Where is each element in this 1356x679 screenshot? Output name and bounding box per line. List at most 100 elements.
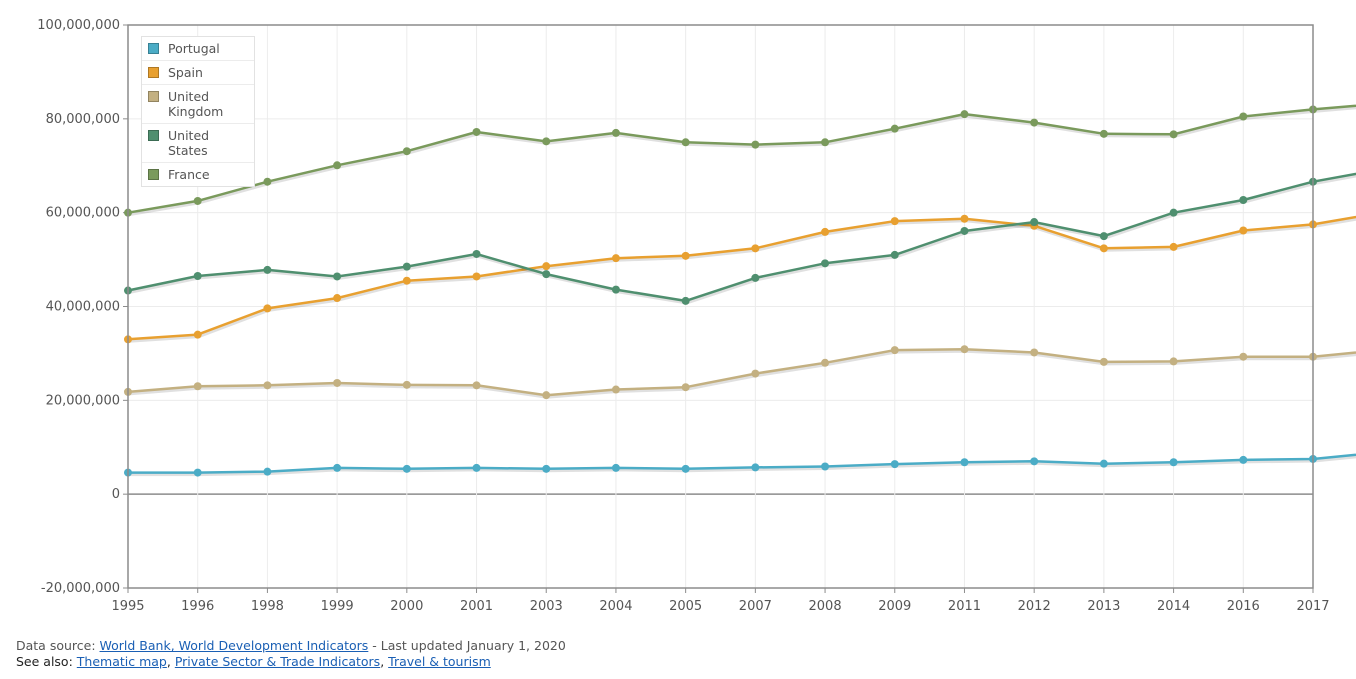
legend-item-spain[interactable]: Spain	[142, 61, 254, 85]
data-point-france[interactable]	[821, 138, 830, 147]
data-point-spain[interactable]	[1169, 242, 1178, 251]
data-point-united-kingdom[interactable]	[681, 383, 690, 392]
world-bank-link[interactable]: World Bank, World Development Indicators	[99, 638, 369, 653]
footer: Data source: World Bank, World Developme…	[16, 638, 566, 670]
data-point-united-kingdom[interactable]	[1030, 348, 1039, 357]
data-point-portugal[interactable]	[263, 467, 272, 476]
data-point-portugal[interactable]	[821, 462, 830, 471]
data-point-portugal[interactable]	[751, 463, 760, 472]
data-point-portugal[interactable]	[960, 458, 969, 467]
data-point-portugal[interactable]	[1099, 459, 1108, 468]
data-point-united-states[interactable]	[751, 273, 760, 282]
data-point-portugal[interactable]	[542, 464, 551, 473]
x-tick-label: 2009	[878, 599, 911, 614]
y-tick-label: 80,000,000	[46, 112, 120, 127]
data-point-france[interactable]	[1030, 118, 1039, 127]
data-point-united-kingdom[interactable]	[542, 391, 551, 400]
data-point-united-states[interactable]	[333, 272, 342, 281]
x-tick-label: 2012	[1018, 599, 1051, 614]
data-point-portugal[interactable]	[1169, 458, 1178, 467]
data-point-spain[interactable]	[821, 227, 830, 236]
private-sector-trade-link[interactable]: Private Sector & Trade Indicators	[174, 654, 381, 669]
legend-swatch	[148, 67, 159, 78]
x-tick-label: 2007	[739, 599, 772, 614]
data-point-spain[interactable]	[402, 276, 411, 285]
data-point-portugal[interactable]	[472, 463, 481, 472]
data-point-spain[interactable]	[751, 244, 760, 253]
data-point-spain[interactable]	[193, 330, 202, 339]
data-point-united-states[interactable]	[890, 250, 899, 259]
data-point-united-states[interactable]	[611, 285, 620, 294]
data-point-france[interactable]	[402, 147, 411, 156]
y-tick-label: 40,000,000	[46, 300, 120, 315]
data-point-spain[interactable]	[472, 272, 481, 281]
data-point-france[interactable]	[333, 161, 342, 170]
data-point-united-states[interactable]	[263, 265, 272, 274]
data-point-portugal[interactable]	[681, 464, 690, 473]
legend-item-united-states[interactable]: United States	[142, 124, 254, 163]
data-point-spain[interactable]	[1099, 244, 1108, 253]
data-point-france[interactable]	[263, 177, 272, 186]
data-point-portugal[interactable]	[193, 468, 202, 477]
data-point-france[interactable]	[472, 127, 481, 136]
data-point-france[interactable]	[611, 128, 620, 137]
data-point-united-kingdom[interactable]	[263, 381, 272, 390]
data-point-france[interactable]	[542, 137, 551, 146]
data-point-united-kingdom[interactable]	[1169, 357, 1178, 366]
data-point-united-kingdom[interactable]	[472, 381, 481, 390]
data-point-united-states[interactable]	[193, 272, 202, 281]
data-point-united-states[interactable]	[1099, 232, 1108, 241]
data-point-portugal[interactable]	[611, 463, 620, 472]
data-point-france[interactable]	[890, 124, 899, 133]
data-point-united-kingdom[interactable]	[333, 378, 342, 387]
data-point-united-kingdom[interactable]	[1099, 357, 1108, 366]
data-source-prefix: Data source:	[16, 638, 100, 653]
data-point-spain[interactable]	[333, 294, 342, 303]
data-point-portugal[interactable]	[1030, 457, 1039, 466]
data-point-united-states[interactable]	[1239, 195, 1248, 204]
data-point-united-states[interactable]	[681, 296, 690, 305]
data-point-united-kingdom[interactable]	[960, 345, 969, 354]
x-tick-label: 2003	[530, 599, 563, 614]
legend-item-portugal[interactable]: Portugal	[142, 37, 254, 61]
data-point-france[interactable]	[960, 110, 969, 119]
y-tick-label: -20,000,000	[41, 581, 120, 596]
data-point-united-kingdom[interactable]	[890, 346, 899, 355]
data-point-spain[interactable]	[611, 254, 620, 263]
data-point-portugal[interactable]	[1239, 455, 1248, 464]
data-point-united-states[interactable]	[1030, 218, 1039, 227]
data-point-united-kingdom[interactable]	[193, 382, 202, 391]
data-point-spain[interactable]	[960, 214, 969, 223]
data-point-spain[interactable]	[542, 262, 551, 271]
data-point-united-kingdom[interactable]	[1239, 352, 1248, 361]
legend-item-united-kingdom[interactable]: United Kingdom	[142, 85, 254, 124]
x-tick-label: 2017	[1296, 599, 1329, 614]
data-point-france[interactable]	[1239, 112, 1248, 121]
data-point-spain[interactable]	[890, 217, 899, 226]
data-point-france[interactable]	[751, 140, 760, 149]
data-point-united-states[interactable]	[821, 259, 830, 268]
data-point-portugal[interactable]	[402, 464, 411, 473]
data-point-united-kingdom[interactable]	[611, 385, 620, 394]
data-point-united-states[interactable]	[402, 262, 411, 271]
x-tick-label: 2011	[948, 599, 981, 614]
data-point-portugal[interactable]	[333, 463, 342, 472]
data-point-united-states[interactable]	[960, 226, 969, 235]
data-point-united-kingdom[interactable]	[751, 369, 760, 378]
data-point-portugal[interactable]	[890, 460, 899, 469]
data-point-france[interactable]	[193, 196, 202, 205]
data-point-spain[interactable]	[1239, 226, 1248, 235]
data-point-united-states[interactable]	[1169, 208, 1178, 217]
data-point-spain[interactable]	[263, 304, 272, 313]
data-point-united-kingdom[interactable]	[821, 358, 830, 367]
data-point-france[interactable]	[681, 138, 690, 147]
legend-item-france[interactable]: France	[142, 163, 254, 186]
thematic-map-link[interactable]: Thematic map	[76, 654, 167, 669]
data-point-united-states[interactable]	[472, 249, 481, 258]
data-point-france[interactable]	[1169, 130, 1178, 139]
data-point-france[interactable]	[1099, 129, 1108, 138]
data-point-spain[interactable]	[681, 251, 690, 260]
data-point-united-states[interactable]	[542, 270, 551, 279]
travel-tourism-link[interactable]: Travel & tourism	[388, 654, 491, 669]
data-point-united-kingdom[interactable]	[402, 380, 411, 389]
